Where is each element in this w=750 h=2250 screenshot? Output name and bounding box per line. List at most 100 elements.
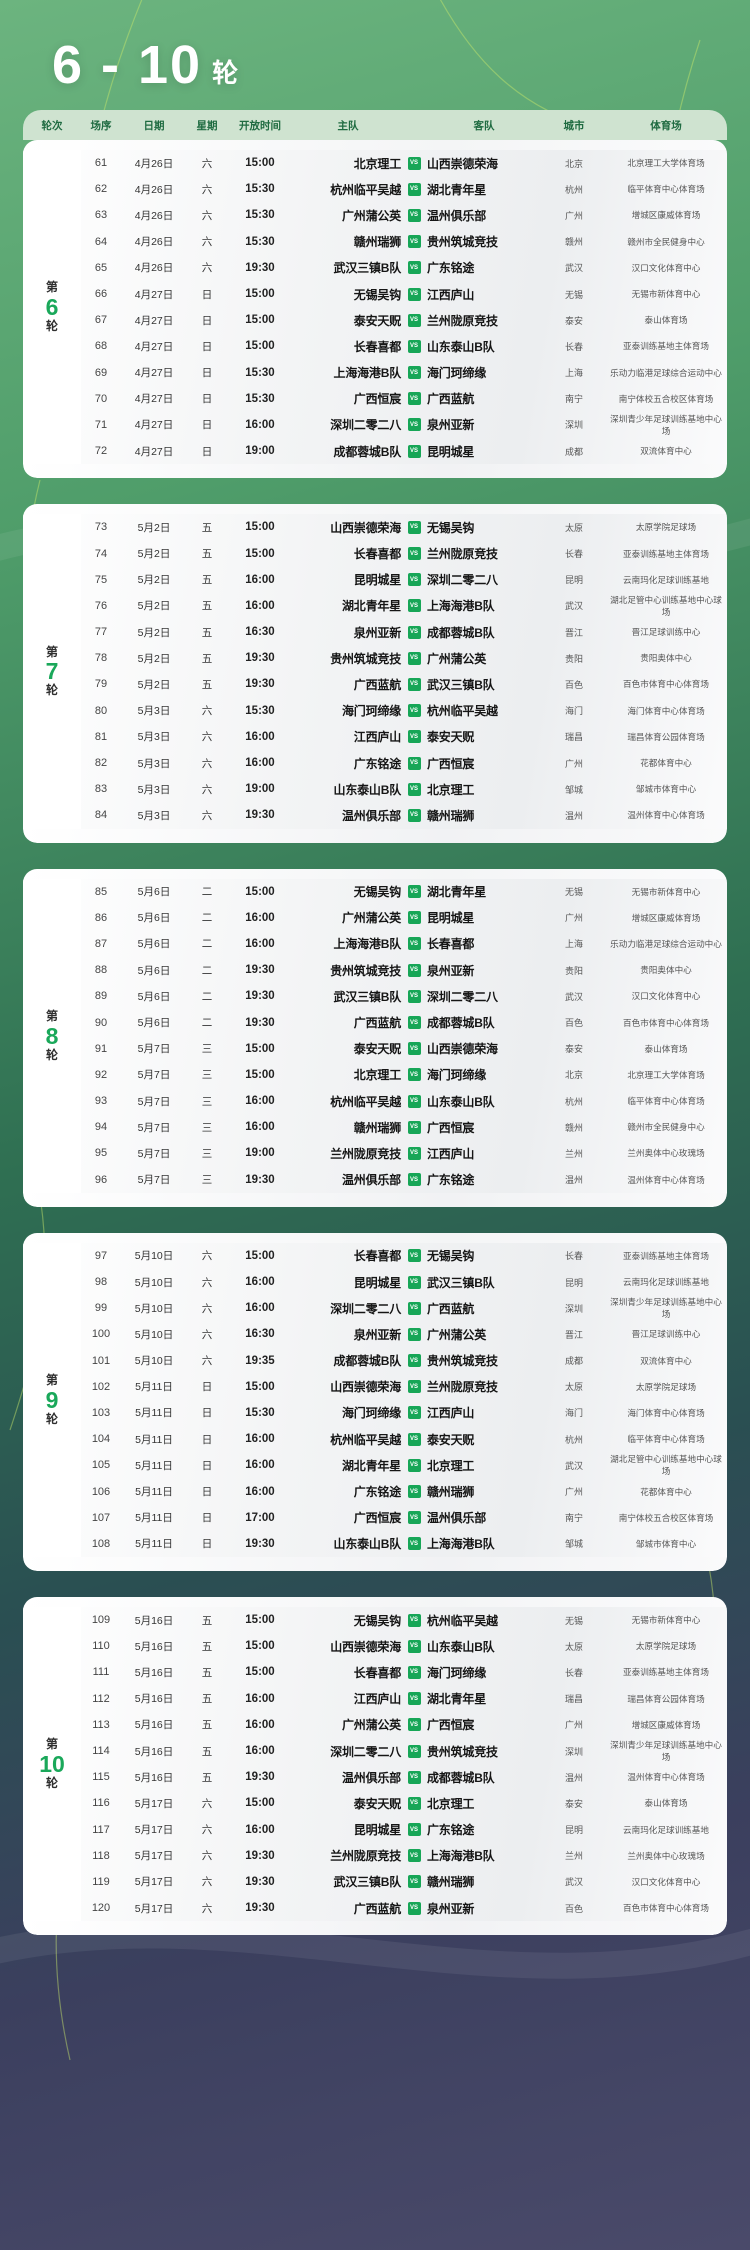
table-row[interactable]: 108 5月11日 日 19:30 山东泰山B队 VS 上海海港B队 邹城 邹城市体育中心: [81, 1531, 727, 1557]
table-row[interactable]: 119 5月17日 六 19:30 武汉三镇B队 VS 赣州瑞狮 武汉 汉口文化体育中心: [81, 1869, 727, 1895]
table-row[interactable]: 101 5月10日 六 19:35 成都蓉城B队 VS 贵州筑城竞技 成都 双流体育中心: [81, 1348, 727, 1374]
table-row[interactable]: 105 5月11日 日 16:00 湖北青年星 VS 北京理工 武汉 湖北足管中心训练基地中心球…: [81, 1452, 727, 1478]
round-block: 第 7 轮 73 5月2日五 15:00 山西崇德荣海 VS 无锡吴钩 太原 太原学院足球场 74 5月…: [23, 514, 727, 829]
table-row[interactable]: 77 5月2日 五 16:30 泉州亚新 VS 成都蓉城B队 晋江 晋江足球训练中心: [81, 619, 727, 645]
cell-open-time: 19:30: [245, 1016, 275, 1029]
table-row[interactable]: 112 5月16日 五 16:00 江西庐山 VS 湖北青年星 瑞昌 瑞昌体育公园体育场: [81, 1686, 727, 1712]
cell-away-team: 杭州临平吴越: [427, 704, 498, 719]
table-row[interactable]: 72 4月27日 日 19:00 成都蓉城B队 VS 昆明城星 成都 双流体育中心: [81, 438, 727, 464]
table-row[interactable]: 104 5月11日 日 16:00 杭州临平吴越 VS 泰安天贶 杭州 临平体育中心体育场: [81, 1426, 727, 1452]
cell-match-no: 98: [94, 1276, 108, 1289]
cell-open-time: 16:00: [245, 1485, 275, 1498]
cell-date: 5月11日: [135, 1459, 173, 1472]
table-row[interactable]: 63 4月26日 六 15:30 广州蒲公英 VS 温州俱乐部 广州 增城区康威体育场: [81, 202, 727, 228]
table-row[interactable]: 87 5月6日 二 16:00 上海海港B队 VS 长春喜都 上海 乐动力临港足球综合运动中心: [81, 931, 727, 957]
table-row[interactable]: 70 4月27日 日 15:30 广西恒宸 VS 广西蓝航 南宁 南宁体校五合校区体育场: [81, 386, 727, 412]
table-row[interactable]: 94 5月7日 三 16:00 赣州瑞狮 VS 广西恒宸 赣州 赣州市全民健身中心: [81, 1114, 727, 1140]
table-row[interactable]: 113 5月16日 五 16:00 广州蒲公英 VS 广西恒宸 广州 增城区康威体育场: [81, 1712, 727, 1738]
table-row[interactable]: 96 5月7日 三 19:30 温州俱乐部 VS 广东铭途 温州 温州体育中心体育场: [81, 1167, 727, 1193]
table-row[interactable]: 109 5月16日 五 15:00 无锡吴钩 VS 杭州临平吴越 无锡 无锡市新体育中心: [81, 1607, 727, 1633]
cell-date: 5月16日: [134, 1745, 174, 1758]
table-row[interactable]: 75 5月2日 五 16:00 昆明城星 VS 深圳二零二八 昆明 云南玛化足球训练基地: [81, 567, 727, 593]
round-label-suffix: 轮: [45, 683, 58, 698]
table-row[interactable]: 93 5月7日 三 16:00 杭州临平吴越 VS 山东泰山B队 杭州 临平体育中心体育场: [81, 1088, 727, 1114]
table-row[interactable]: 120 5月17日 六 19:30 广西蓝航 VS 泉州亚新 百色 百色市体育中心体育场: [81, 1895, 727, 1921]
table-row[interactable]: 85 5月6日 二 15:00 无锡吴钩 VS 湖北青年星 无锡 无锡市新体育中心: [81, 879, 727, 905]
cell-venue: 亚泰训练基地主体育场: [623, 548, 709, 559]
table-row[interactable]: 118 5月17日 六 19:30 兰州陇原竞技 VS 上海海港B队 兰州 兰州奥体中心玫瑰场: [81, 1843, 727, 1869]
cell-date: 4月27日: [134, 367, 174, 380]
column-header-city: 城市: [563, 119, 585, 132]
vs-badge-cell: VS: [403, 287, 425, 301]
table-row[interactable]: 64 4月26日 六 15:30 赣州瑞狮 VS 贵州筑城竞技 赣州 赣州市全民健身中心: [81, 229, 727, 255]
table-row[interactable]: 83 5月3日 六 19:00 山东泰山B队 VS 北京理工 邹城 邹城市体育中心: [81, 776, 727, 802]
table-row[interactable]: 91 5月7日 三 15:00 泰安天贶 VS 山西崇德荣海 泰安 泰山体育场: [81, 1036, 727, 1062]
cell-city: 瑞昌: [564, 732, 583, 743]
table-row[interactable]: 117 5月17日 六 16:00 昆明城星 VS 广东铭途 昆明 云南玛化足球训练基地: [81, 1817, 727, 1843]
cell-weekday: 六: [201, 1902, 213, 1915]
cell-match-no: 73: [94, 521, 108, 534]
table-row[interactable]: 76 5月2日 五 16:00 湖北青年星 VS 上海海港B队 武汉 湖北足管中心训练基地中心球…: [81, 593, 727, 619]
table-row[interactable]: 82 5月3日 六 16:00 广东铭途 VS 广西恒宸 广州 花都体育中心: [81, 750, 727, 776]
cell-home-team: 长春喜都: [353, 1665, 401, 1680]
vs-icon: VS: [407, 1094, 421, 1108]
cell-venue: 双流体育中心: [640, 446, 692, 457]
table-row[interactable]: 62 4月26日 六 15:30 杭州临平吴越 VS 湖北青年星 杭州 临平体育中心体育场: [81, 176, 727, 202]
table-row[interactable]: 116 5月17日 六 15:00 泰安天贶 VS 北京理工 泰安 泰山体育场: [81, 1790, 727, 1816]
cell-city: 南宁: [564, 1513, 583, 1524]
vs-icon: VS: [407, 573, 421, 587]
table-row[interactable]: 99 5月10日 六 16:00 深圳二零二八 VS 广西蓝航 深圳 深圳青少年足球训练基地中心…: [81, 1295, 727, 1321]
table-row[interactable]: 92 5月7日 三 15:00 北京理工 VS 海门珂缔缘 北京 北京理工大学体育场: [81, 1062, 727, 1088]
vs-badge-cell: VS: [403, 1458, 425, 1472]
cell-home-team: 上海海港B队: [333, 937, 402, 952]
cell-city: 无锡: [564, 289, 583, 300]
table-row[interactable]: 61 4月26日 六 15:00 北京理工 VS 山西崇德荣海 北京 北京理工大学体育场: [81, 150, 727, 176]
table-row[interactable]: 78 5月2日 五 19:30 贵州筑城竞技 VS 广州蒲公英 贵阳 贵阳奥体中心: [81, 645, 727, 671]
cell-home-team: 广州蒲公英: [341, 208, 401, 223]
table-row[interactable]: 86 5月6日 二 16:00 广州蒲公英 VS 昆明城星 广州 增城区康威体育场: [81, 905, 727, 931]
table-row[interactable]: 114 5月16日 五 16:00 深圳二零二八 VS 贵州筑城竞技 深圳 深圳青少年足球训练基…: [81, 1738, 727, 1764]
table-row[interactable]: 79 5月2日 五 19:30 广西蓝航 VS 武汉三镇B队 百色 百色市体育中心体育场: [81, 671, 727, 697]
round-rows: 85 5月6日二 15:00 无锡吴钩 VS 湖北青年星 无锡 无锡市新体育中心 86 5月6日二…: [81, 879, 727, 1193]
table-row[interactable]: 68 4月27日 日 15:00 长春喜都 VS 山东泰山B队 长春 亚泰训练基地主体育场: [81, 333, 727, 359]
cell-date: 5月2日: [137, 574, 171, 587]
table-row[interactable]: 81 5月3日 六 16:00 江西庐山 VS 泰安天贶 瑞昌 瑞昌体育公园体育场: [81, 724, 727, 750]
table-row[interactable]: 95 5月7日 三 19:00 兰州陇原竞技 VS 江西庐山 兰州 兰州奥体中心玫瑰场: [81, 1140, 727, 1166]
table-row[interactable]: 103 5月11日 日 15:30 海门珂缔缘 VS 江西庐山 海门 海门体育中心体育场: [81, 1400, 727, 1426]
cell-weekday: 二: [201, 938, 213, 951]
cell-weekday: 五: [201, 574, 213, 587]
cell-weekday: 五: [201, 1614, 213, 1627]
table-row[interactable]: 74 5月2日 五 15:00 长春喜都 VS 兰州陇原竞技 长春 亚泰训练基地主体育场: [81, 540, 727, 566]
cell-date: 5月6日: [137, 912, 171, 925]
table-row[interactable]: 110 5月16日 五 15:00 山西崇德荣海 VS 山东泰山B队 太原 太原学院足球场: [81, 1633, 727, 1659]
table-row[interactable]: 84 5月3日 六 19:30 温州俱乐部 VS 赣州瑞狮 温州 温州体育中心体育场: [81, 802, 727, 828]
round-top-padding: [23, 868, 727, 879]
table-row[interactable]: 71 4月27日 日 16:00 深圳二零二八 VS 泉州亚新 深圳 深圳青少年足球训练基地中心…: [81, 412, 727, 438]
table-row[interactable]: 115 5月16日 五 19:30 温州俱乐部 VS 成都蓉城B队 温州 温州体育中心体育场: [81, 1764, 727, 1790]
table-row[interactable]: 97 5月10日 六 15:00 长春喜都 VS 无锡吴钩 长春 亚泰训练基地主体育场: [81, 1243, 727, 1269]
table-row[interactable]: 67 4月27日 日 15:00 泰安天贶 VS 兰州陇原竞技 泰安 泰山体育场: [81, 307, 727, 333]
table-row[interactable]: 98 5月10日 六 16:00 昆明城星 VS 武汉三镇B队 昆明 云南玛化足球训练基地: [81, 1269, 727, 1295]
round-label-suffix: 轮: [45, 1776, 58, 1791]
table-row[interactable]: 73 5月2日 五 15:00 山西崇德荣海 VS 无锡吴钩 太原 太原学院足球场: [81, 514, 727, 540]
table-row[interactable]: 65 4月26日 六 19:30 武汉三镇B队 VS 广东铭途 武汉 汉口文化体育中心: [81, 255, 727, 281]
table-row[interactable]: 107 5月11日 日 17:00 广西恒宸 VS 温州俱乐部 南宁 南宁体校五合校区体育场: [81, 1505, 727, 1531]
vs-icon: VS: [407, 911, 421, 925]
table-row[interactable]: 89 5月6日 二 19:30 武汉三镇B队 VS 深圳二零二八 武汉 汉口文化体育中心: [81, 983, 727, 1009]
cell-date: 5月3日: [137, 731, 171, 744]
table-row[interactable]: 106 5月11日 日 16:00 广东铭途 VS 赣州瑞狮 广州 花都体育中心: [81, 1478, 727, 1504]
table-row[interactable]: 102 5月11日 日 15:00 山西崇德荣海 VS 兰州陇原竞技 太原 太原学院足球场: [81, 1374, 727, 1400]
table-row[interactable]: 111 5月16日 五 15:00 长春喜都 VS 海门珂缔缘 长春 亚泰训练基地主体育场: [81, 1659, 727, 1685]
round-block: 第 6 轮 61 4月26日六 15:00 北京理工 VS 山西崇德荣海 北京 北京理工大学体育场 6…: [23, 150, 727, 465]
table-row[interactable]: 88 5月6日 二 19:30 贵州筑城竞技 VS 泉州亚新 贵阳 贵阳奥体中心: [81, 957, 727, 983]
vs-icon: VS: [407, 1380, 421, 1394]
table-row[interactable]: 69 4月27日 日 15:30 上海海港B队 VS 海门珂缔缘 上海 乐动力临港足球综合运动中…: [81, 360, 727, 386]
table-row[interactable]: 66 4月27日 日 15:00 无锡吴钩 VS 江西庐山 无锡 无锡市新体育中心: [81, 281, 727, 307]
cell-venue: 无锡市新体育中心: [631, 886, 701, 897]
vs-badge-cell: VS: [403, 1639, 425, 1653]
table-row[interactable]: 80 5月3日 六 15:30 海门珂缔缘 VS 杭州临平吴越 海门 海门体育中心体育场: [81, 698, 727, 724]
cell-open-time: 19:00: [245, 445, 275, 458]
table-row[interactable]: 100 5月10日 六 16:30 泉州亚新 VS 广州蒲公英 晋江 晋江足球训练中心: [81, 1321, 727, 1347]
table-row[interactable]: 90 5月6日 二 19:30 广西蓝航 VS 成都蓉城B队 百色 百色市体育中心体育场: [81, 1009, 727, 1035]
